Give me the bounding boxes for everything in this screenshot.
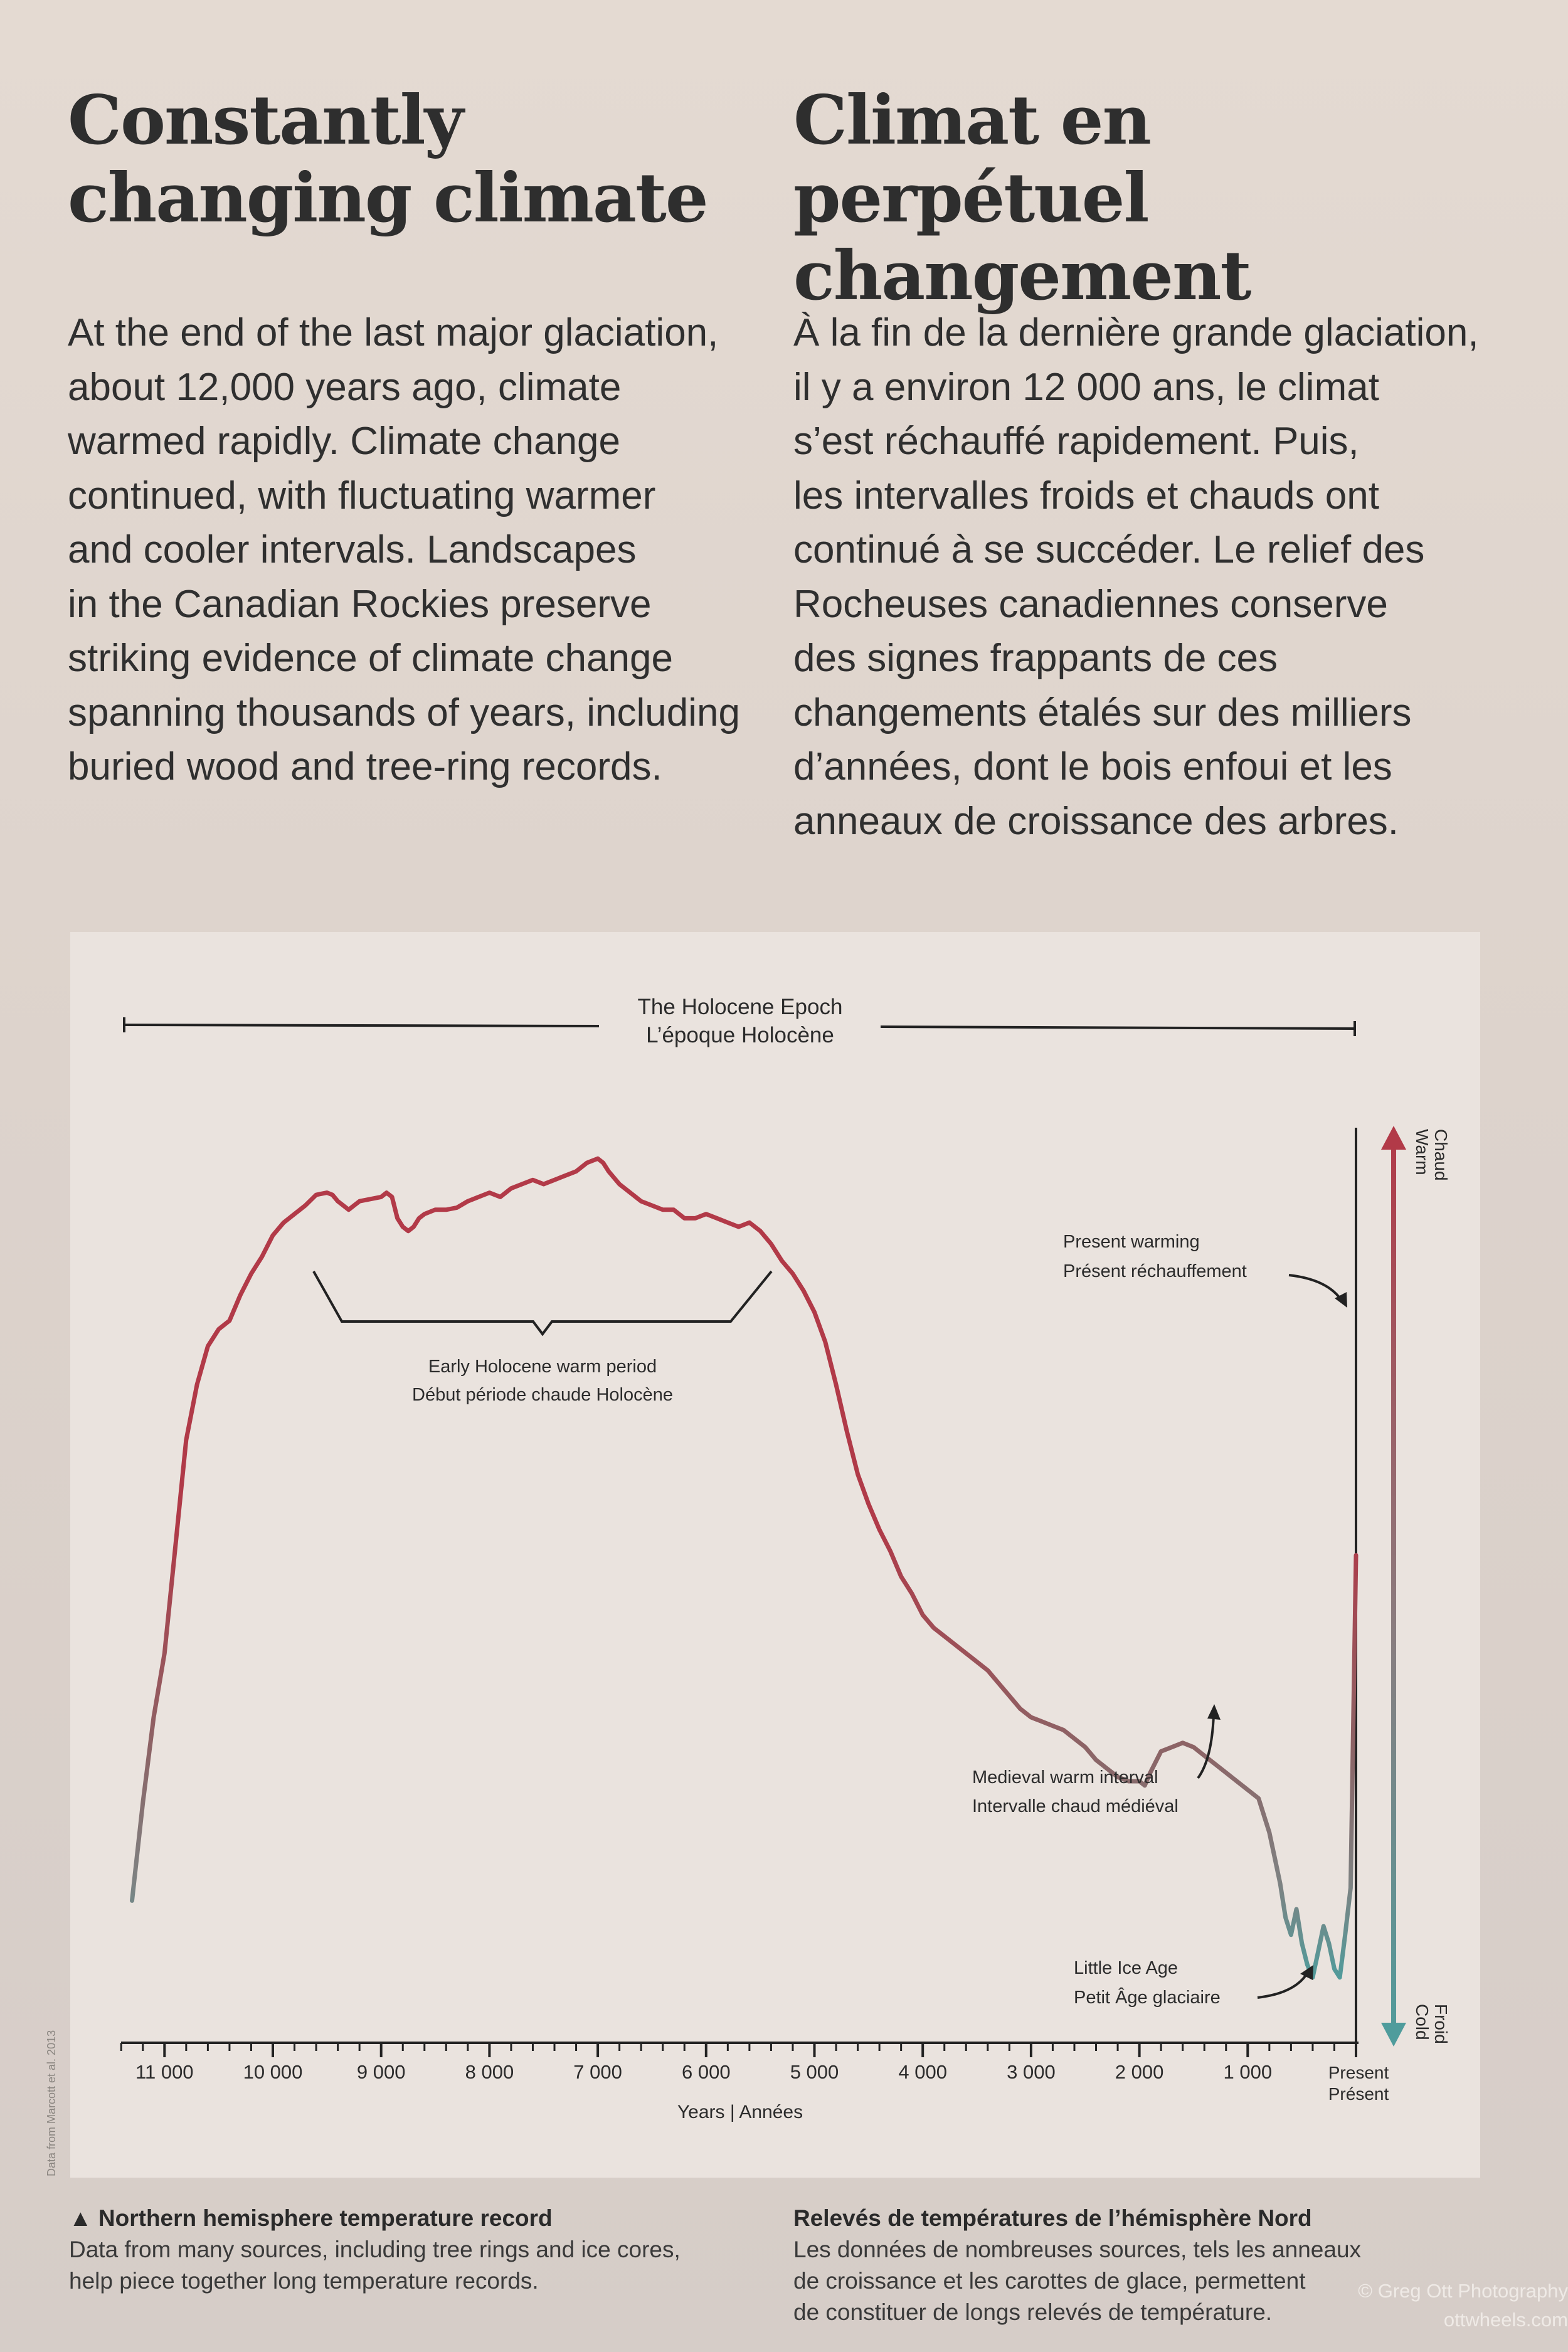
heading-french: Climat en perpétuel changement [793,81,1251,315]
present-warming-label-en: Present warming [1063,1232,1200,1252]
data-credit: Data from Marcott et al. 2013 [45,2030,58,2176]
caption-title-english: ▲ Northern hemisphere temperature record [69,2205,553,2231]
x-tick-label: 10 000 [243,2061,303,2083]
little-ice-age-label-en: Little Ice Age [1074,1958,1178,1978]
present-warming-label-fr: Présent réchauffement [1063,1261,1247,1281]
x-tick-label: Present [1328,2063,1389,2082]
caption-french: Relevés de températures de l’hémisphère … [793,2203,1496,2328]
cold-arrow-head [1381,2023,1406,2047]
epoch-label-fr: L’époque Holocène [646,1023,834,1047]
x-tick-label: 8 000 [465,2061,514,2083]
little-ice-age-arrow-head [1300,1965,1313,1980]
x-tick-label: 6 000 [682,2061,731,2083]
early-holocene-bracket [312,1270,773,1337]
caption-text-english: Data from many sources, including tree r… [69,2237,681,2294]
epoch-bar-right [880,1025,1355,1030]
epoch-label-en: The Holocene Epoch [638,995,843,1019]
epoch-bar-left [124,1024,600,1027]
x-tick-label: 11 000 [135,2061,194,2083]
cold-label-en: Cold [1412,2004,1432,2040]
caption-english: ▲ Northern hemisphere temperature record… [69,2203,771,2297]
cold-label-fr: Froid [1431,2004,1451,2044]
warm-label-fr: Chaud [1431,1129,1451,1181]
caption-text-french: Les données de nombreuses sources, tels … [793,2237,1362,2325]
x-tick-label: 4 000 [898,2061,947,2083]
x-tick-label: 5 000 [790,2061,839,2083]
x-tick-label: 1 000 [1224,2061,1273,2083]
warm-label-en: Warm [1412,1129,1432,1175]
medieval-label-en: Medieval warm interval [972,1767,1158,1788]
temperature-series-line [130,1156,1359,1980]
early-holocene-label-fr: Début période chaude Holocène [412,1385,673,1405]
warm-cold-arrow-shaft [1391,1138,1396,2035]
body-text-english: At the end of the last major glaciation,… [68,311,740,788]
x-tick-label: Présent [1328,2084,1389,2104]
warm-arrow-head [1381,1126,1406,1150]
early-holocene-label-en: Early Holocene warm period [428,1357,657,1377]
present-warming-arrow-head [1335,1292,1347,1308]
little-ice-age-arrow [1257,1971,1309,1999]
x-tick-label: 2 000 [1115,2061,1164,2083]
chart-panel [70,932,1480,2178]
medieval-arrow-head [1207,1704,1221,1720]
little-ice-age-label-fr: Petit Âge glaciaire [1074,1987,1221,2008]
heading-english: Constantly changing climate [68,81,709,238]
medieval-arrow [1197,1715,1215,1779]
x-tick-label: 3 000 [1007,2061,1056,2083]
x-tick-label: 9 000 [357,2061,406,2083]
x-tick-label: 7 000 [573,2061,622,2083]
body-text-french: À la fin de la dernière grande glaciatio… [793,311,1479,843]
medieval-label-fr: Intervalle chaud médiéval [972,1796,1179,1816]
caption-title-french: Relevés de températures de l’hémisphère … [793,2205,1312,2231]
x-axis-label: Years | Années [677,2102,803,2122]
photo-watermark: © Greg Ott Photography ottwheels.com [1358,2280,1568,2331]
present-warming-arrow [1288,1274,1343,1303]
